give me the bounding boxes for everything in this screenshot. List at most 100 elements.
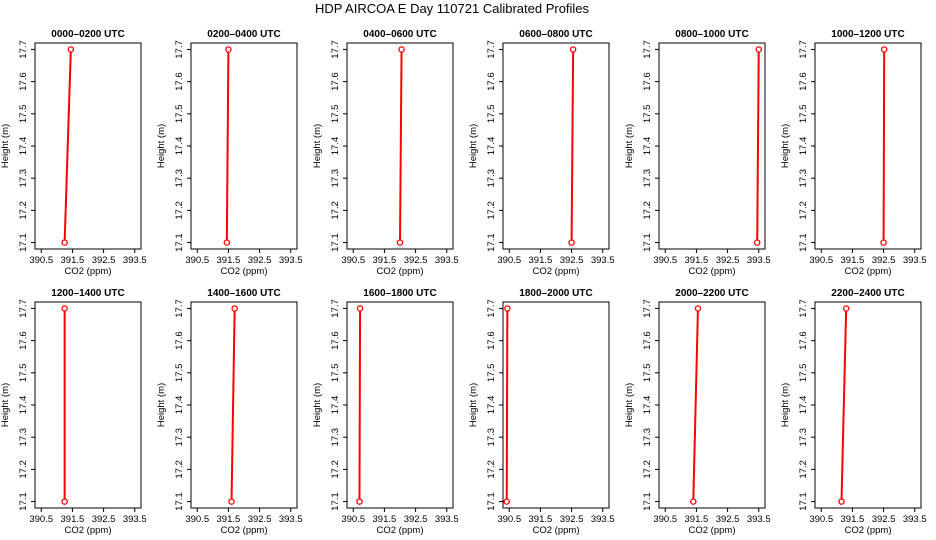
panel-title: 1200–1400 UTC <box>51 288 124 299</box>
y-tick-label: 17.6 <box>642 72 653 91</box>
x-tick-label: 393.5 <box>279 255 303 266</box>
x-tick-label: 392.5 <box>248 255 272 266</box>
data-point <box>61 239 68 246</box>
y-tick-label: 17.4 <box>798 137 809 156</box>
x-axis-label: CO2 (ppm) <box>533 266 580 277</box>
x-tick-label: 390.5 <box>341 514 365 525</box>
x-tick-label: 391.5 <box>529 514 553 525</box>
x-axis-label: CO2 (ppm) <box>845 525 892 536</box>
data-point <box>396 239 404 246</box>
plot-frame <box>814 301 922 509</box>
y-tick-label: 17.6 <box>18 331 29 350</box>
x-tick-label: 392.5 <box>248 514 272 525</box>
x-tick-label: 393.5 <box>591 514 615 525</box>
data-point <box>694 305 702 312</box>
y-tick-label: 17.2 <box>330 460 341 479</box>
y-axis-label: Height (m) <box>156 124 167 168</box>
panel-title: 1800–2000 UTC <box>519 288 592 299</box>
plot-frame <box>190 301 298 509</box>
y-axis-label: Height (m) <box>312 124 323 168</box>
y-tick-label: 17.1 <box>642 233 653 252</box>
y-tick-label: 17.5 <box>798 364 809 383</box>
y-tick-label: 17.3 <box>798 169 809 188</box>
x-axis-label: CO2 (ppm) <box>377 266 424 277</box>
x-tick-label: 393.5 <box>435 514 459 525</box>
x-axis-label: CO2 (ppm) <box>221 266 268 277</box>
profile-line <box>225 49 230 243</box>
x-tick-label: 391.5 <box>685 514 709 525</box>
data-point <box>67 46 75 53</box>
x-tick-label: 392.5 <box>92 514 116 525</box>
x-tick-label: 393.5 <box>435 255 459 266</box>
y-tick-label: 17.6 <box>174 331 185 350</box>
panel-title: 2200–2400 UTC <box>831 288 904 299</box>
y-tick-label: 17.3 <box>18 428 29 447</box>
plot-frame <box>346 301 454 509</box>
y-tick-label: 17.4 <box>798 396 809 415</box>
x-tick-label: 391.5 <box>217 255 241 266</box>
panel-5: 1000–1200 UTC 390.5 391.5 392.5 393.5 17.1 17.… <box>780 29 927 277</box>
y-tick-label: 17.4 <box>18 396 29 415</box>
panel-title: 1000–1200 UTC <box>831 29 904 40</box>
profile-line <box>358 308 362 502</box>
panels-grid: 0000–0200 UTC 390.5 391.5 392.5 393.5 17.1 17.… <box>0 29 927 536</box>
y-tick-label: 17.1 <box>798 233 809 252</box>
x-tick-label: 391.5 <box>61 255 85 266</box>
x-tick-label: 391.5 <box>841 255 865 266</box>
y-tick-label: 17.7 <box>174 299 185 318</box>
y-tick-label: 17.7 <box>18 40 29 59</box>
y-tick-label: 17.7 <box>18 299 29 318</box>
y-axis-label: Height (m) <box>624 124 635 168</box>
y-tick-label: 17.7 <box>486 40 497 59</box>
x-tick-label: 392.5 <box>872 255 896 266</box>
data-point <box>842 305 850 312</box>
y-tick-label: 17.5 <box>18 364 29 383</box>
y-tick-label: 17.7 <box>642 40 653 59</box>
y-tick-label: 17.6 <box>486 331 497 350</box>
x-axis-label: CO2 (ppm) <box>65 525 112 536</box>
y-tick-label: 17.5 <box>642 364 653 383</box>
panel-title: 0800–1000 UTC <box>675 29 748 40</box>
y-tick-label: 17.7 <box>174 40 185 59</box>
y-tick-label: 17.3 <box>174 169 185 188</box>
data-point <box>880 239 887 246</box>
panel-11: 2200–2400 UTC 390.5 391.5 392.5 393.5 17.1 17.… <box>780 288 927 536</box>
plot-frame <box>502 42 610 250</box>
x-axis-label: CO2 (ppm) <box>221 525 268 536</box>
x-tick-label: 392.5 <box>404 255 428 266</box>
y-tick-label: 17.6 <box>486 72 497 91</box>
main-title: HDP AIRCOA E Day 110721 Calibrated Profi… <box>315 1 590 16</box>
y-tick-label: 17.5 <box>486 364 497 383</box>
y-tick-label: 17.1 <box>486 492 497 511</box>
x-axis-label: CO2 (ppm) <box>65 266 112 277</box>
x-tick-label: 392.5 <box>404 514 428 525</box>
x-tick-label: 392.5 <box>872 514 896 525</box>
data-point <box>755 46 763 53</box>
x-tick-label: 393.5 <box>123 255 147 266</box>
y-tick-label: 17.4 <box>486 396 497 415</box>
y-tick-label: 17.2 <box>642 460 653 479</box>
x-tick-label: 391.5 <box>373 255 397 266</box>
y-tick-label: 17.2 <box>798 460 809 479</box>
x-tick-label: 390.5 <box>29 514 53 525</box>
data-point <box>61 498 68 505</box>
y-axis-label: Height (m) <box>468 383 479 427</box>
y-tick-label: 17.4 <box>174 137 185 156</box>
data-point <box>61 305 68 312</box>
y-axis-label: Height (m) <box>624 383 635 427</box>
y-tick-label: 17.5 <box>330 364 341 383</box>
x-tick-label: 392.5 <box>560 255 584 266</box>
panel-8: 1600–1800 UTC 390.5 391.5 392.5 393.5 17.1 17.… <box>312 288 459 536</box>
y-tick-label: 17.3 <box>330 428 341 447</box>
panel-title: 0200–0400 UTC <box>207 29 280 40</box>
y-tick-label: 17.2 <box>486 460 497 479</box>
y-tick-label: 17.4 <box>174 396 185 415</box>
panel-title: 2000–2200 UTC <box>675 288 748 299</box>
data-point <box>223 239 231 246</box>
y-tick-label: 17.7 <box>330 299 341 318</box>
x-tick-label: 390.5 <box>809 255 833 266</box>
y-axis-label: Height (m) <box>468 124 479 168</box>
data-point <box>356 305 364 312</box>
profile-line <box>692 308 699 502</box>
